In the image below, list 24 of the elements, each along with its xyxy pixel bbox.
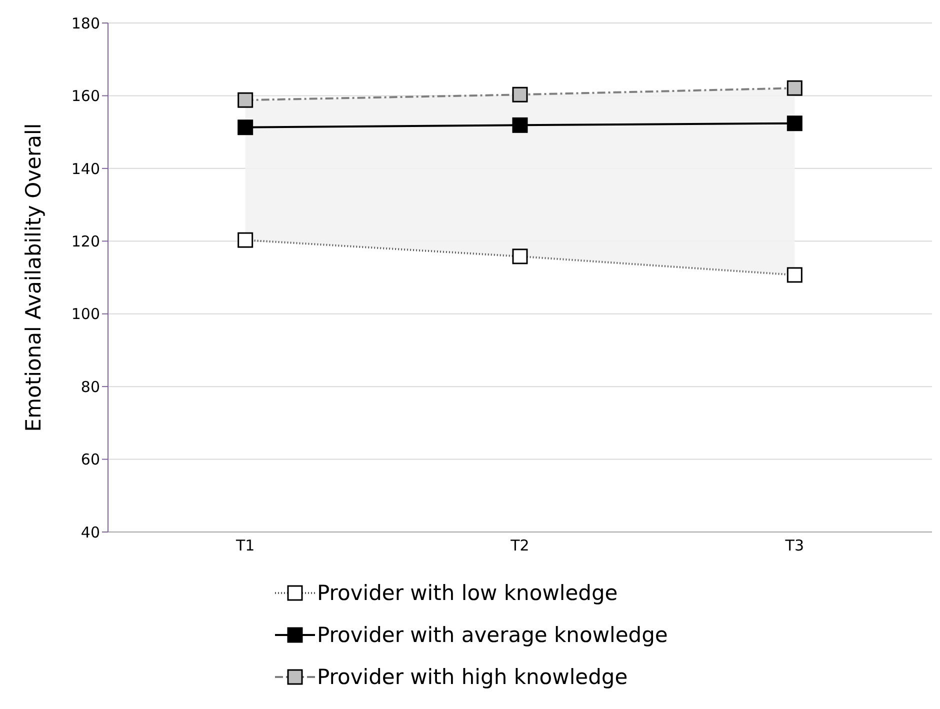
legend-label: Provider with average knowledge	[317, 623, 668, 647]
point	[786, 267, 802, 283]
y-axis-title: Emotional Availability Overall	[21, 123, 46, 432]
x-tick-label: T3	[784, 536, 804, 555]
y-tick-label: 120	[71, 232, 100, 250]
point	[512, 117, 528, 133]
y-tick-label: 60	[80, 450, 100, 469]
y-tick-label: 80	[80, 378, 100, 396]
point	[238, 232, 254, 248]
x-tick-label: T1	[234, 536, 255, 555]
legend-label: Provider with high knowledge	[317, 665, 628, 689]
point	[786, 80, 802, 96]
x-tick-label: T2	[510, 536, 530, 555]
legend-label: Provider with low knowledge	[317, 581, 618, 605]
point	[512, 86, 528, 102]
y-tick-label: 160	[71, 87, 100, 106]
y-tick-label: 40	[80, 523, 100, 542]
y-tick-label: 100	[71, 305, 100, 324]
point	[238, 92, 254, 108]
point	[512, 248, 528, 264]
point	[786, 116, 802, 132]
y-tick-label: 140	[71, 160, 100, 178]
y-tick-label: 180	[71, 14, 100, 32]
point	[238, 120, 254, 136]
